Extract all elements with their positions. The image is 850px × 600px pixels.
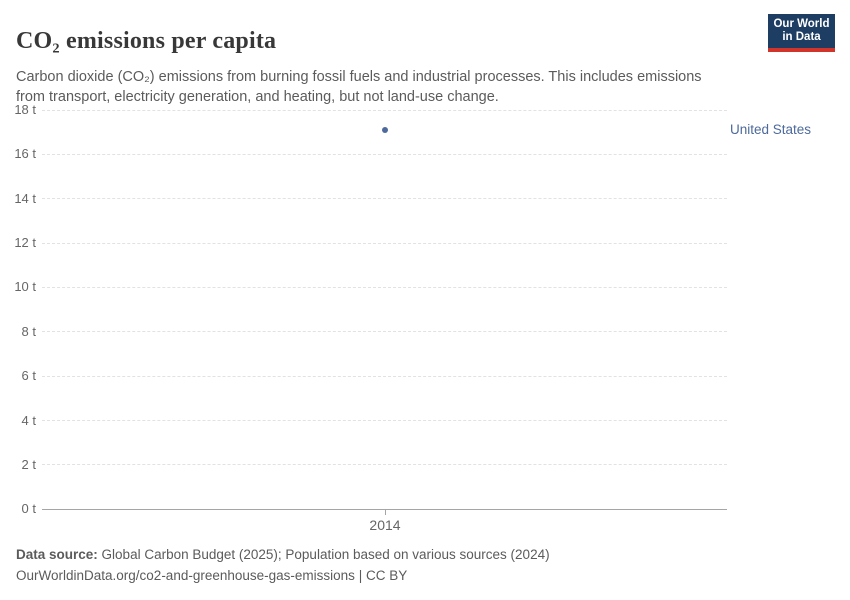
y-tick-label: 8 t bbox=[21, 323, 36, 339]
footer-data-source: Data source: Global Carbon Budget (2025)… bbox=[16, 547, 550, 562]
y-tick-label: 6 t bbox=[21, 368, 36, 384]
gridline bbox=[42, 331, 727, 333]
data-source-label: Data source: bbox=[16, 547, 98, 562]
legend-label-united-states[interactable]: United States bbox=[730, 121, 812, 137]
owid-logo-line1: Our World bbox=[773, 18, 830, 30]
gridline bbox=[42, 375, 727, 377]
data-source-text: Global Carbon Budget (2025); Population … bbox=[101, 547, 550, 562]
gridline bbox=[42, 198, 727, 200]
gridline bbox=[42, 464, 727, 466]
gridline bbox=[42, 153, 727, 155]
gridline bbox=[42, 420, 727, 422]
owid-logo[interactable]: Our World in Data bbox=[768, 14, 835, 52]
y-tick-label: 14 t bbox=[14, 190, 36, 206]
y-tick-label: 2 t bbox=[21, 456, 36, 472]
y-tick-label: 0 t bbox=[21, 501, 36, 517]
gridline bbox=[42, 109, 727, 111]
chart-subtitle: Carbon dioxide (CO₂) emissions from burn… bbox=[16, 68, 702, 105]
footer-url-line: OurWorldinData.org/co2-and-greenhouse-ga… bbox=[16, 568, 407, 583]
gridline bbox=[42, 286, 727, 288]
y-tick-label: 12 t bbox=[14, 235, 36, 251]
y-tick-label: 10 t bbox=[14, 279, 36, 295]
x-axis-tick-mark bbox=[385, 510, 386, 515]
x-tick-label: 2014 bbox=[369, 517, 401, 533]
data-point-united-states[interactable] bbox=[382, 126, 388, 133]
x-axis-line bbox=[42, 508, 727, 510]
gridline bbox=[42, 242, 727, 244]
owid-logo-line2: in Data bbox=[782, 31, 821, 43]
footer-license: | CC BY bbox=[358, 568, 408, 583]
y-tick-label: 18 t bbox=[14, 102, 36, 117]
footer-url[interactable]: OurWorldinData.org/co2-and-greenhouse-ga… bbox=[16, 568, 355, 583]
y-tick-label: 16 t bbox=[14, 146, 36, 162]
page-title: CO₂ emissions per capita bbox=[16, 28, 277, 55]
y-tick-label: 4 t bbox=[21, 412, 36, 428]
